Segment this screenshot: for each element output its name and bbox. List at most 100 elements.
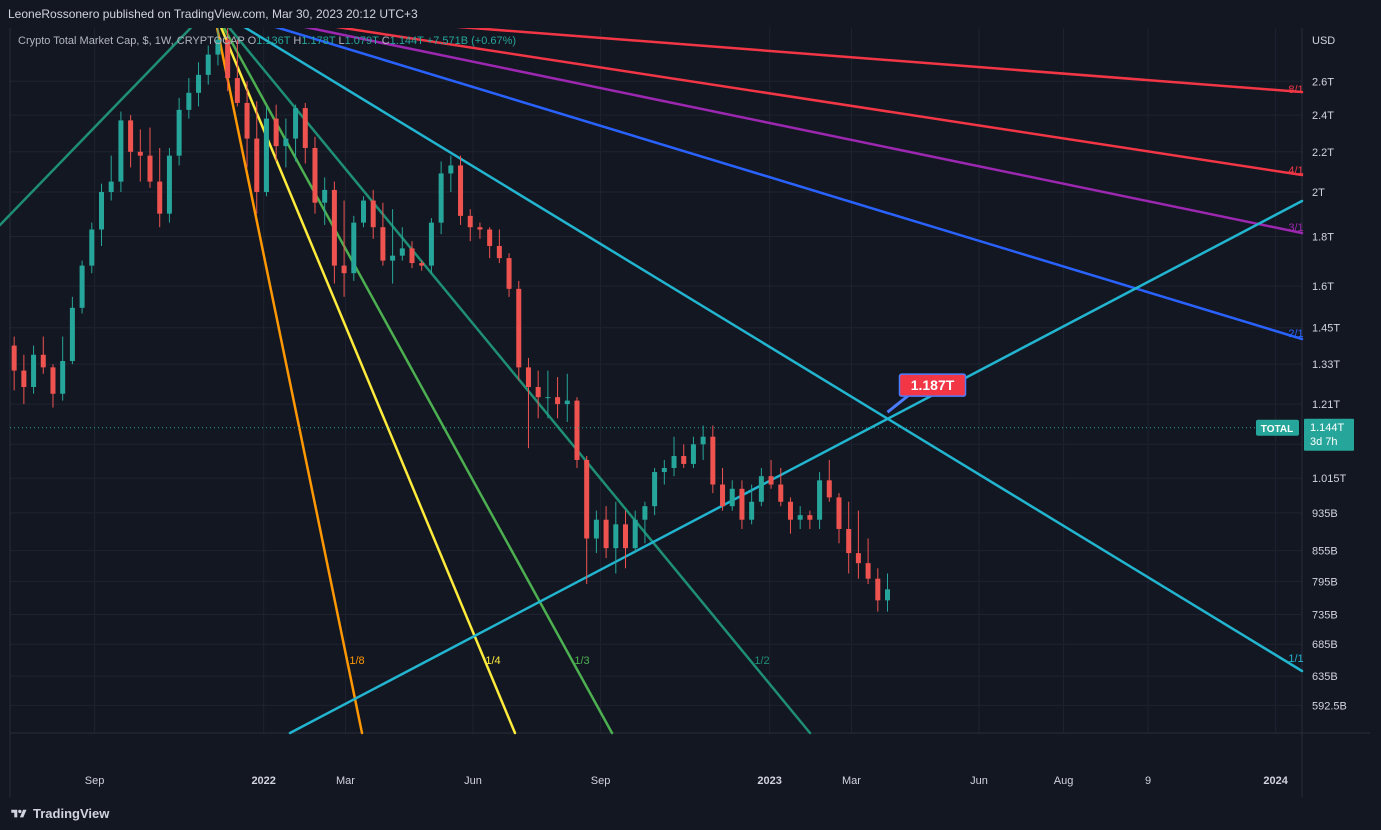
price-chart[interactable]: 1/8 1/4 1/3 1/2 1/1 2/1 3/1 4/1 8/1 1.187T USD 2.6T…: [0, 28, 1381, 797]
candle-body: [166, 155, 172, 214]
candle-body: [593, 519, 599, 539]
candle-body: [681, 455, 687, 464]
fan-4/1: [335, 28, 1304, 177]
candle-body: [40, 354, 46, 368]
candle-body: [885, 589, 891, 601]
candle-body: [535, 386, 541, 398]
candle-body: [293, 108, 299, 139]
callout-label: 1.187T: [911, 377, 955, 393]
candle-body: [50, 367, 56, 394]
candle-body: [419, 263, 425, 266]
y-tick-label: 592.5B: [1312, 700, 1347, 712]
y-tick-label: 935B: [1312, 508, 1338, 520]
close-value: 1.144T: [389, 35, 424, 47]
close-label: C: [381, 35, 390, 47]
published-info: LeoneRossonero published on TradingView.…: [8, 7, 418, 21]
header-bar: LeoneRossonero published on TradingView.…: [0, 0, 1381, 28]
candle-body: [60, 361, 66, 394]
candle-body: [458, 165, 464, 216]
open-value: 1.136T: [256, 35, 291, 47]
x-tick-label: Sep: [591, 775, 611, 787]
candle-body: [477, 227, 483, 230]
candle-body: [399, 248, 405, 256]
candle-body: [312, 147, 318, 203]
candle-body: [623, 524, 629, 549]
candle-body: [642, 506, 648, 520]
brand-name: TradingView: [33, 806, 110, 821]
change-value: +7.571B (+0.67%): [426, 35, 517, 47]
candle-body: [244, 102, 250, 139]
chart-pane[interactable]: 1/8 1/4 1/3 1/2 1/1 2/1 3/1 4/1 8/1 1.187T USD 2.6T…: [0, 28, 1381, 797]
candle-body: [700, 436, 706, 445]
candle-body: [487, 229, 493, 246]
low-label: L: [338, 35, 345, 47]
candle-body: [652, 472, 658, 507]
candle-body: [225, 39, 231, 79]
candle-body: [21, 370, 27, 387]
candle-body: [865, 563, 871, 579]
candle-body: [817, 480, 823, 520]
candle-body: [826, 480, 832, 498]
candle-body: [370, 200, 376, 228]
price-tag-value: 1.144T: [1310, 422, 1345, 434]
y-tick-label: 2.4T: [1312, 110, 1334, 122]
fan-3/1: [303, 28, 1304, 235]
candle-body: [157, 181, 163, 214]
candle-body: [661, 467, 667, 473]
y-tick-label: 2.2T: [1312, 147, 1334, 159]
candle-body: [613, 524, 619, 549]
y-tick-label: 1.8T: [1312, 231, 1334, 243]
fan-1/8: [215, 28, 364, 735]
candle-body: [283, 138, 289, 147]
candle-body: [322, 189, 328, 203]
left-support-line: [0, 28, 193, 227]
candle-body: [351, 222, 357, 274]
candle-body: [380, 227, 386, 261]
low-value: 1.079T: [344, 35, 379, 47]
x-tick-label: 2024: [1263, 775, 1288, 787]
x-tick-label: Mar: [842, 775, 861, 787]
y-tick-label: 635B: [1312, 671, 1338, 683]
candle-body: [273, 118, 279, 147]
candle-body: [196, 74, 202, 93]
x-tick-label: Sep: [85, 775, 105, 787]
x-tick-label: Mar: [336, 775, 355, 787]
candle-body: [215, 39, 221, 55]
fan-2/1: [274, 28, 1304, 341]
candle-body: [128, 120, 134, 152]
y-tick-label: 1.015T: [1312, 473, 1347, 485]
candle-body: [341, 265, 347, 274]
candle-body: [807, 515, 813, 520]
y-tick-label: 2T: [1312, 187, 1325, 199]
candle-body: [467, 215, 473, 228]
candle-body: [574, 400, 580, 460]
price-tag-countdown: 3d 7h: [1310, 436, 1338, 448]
candle-body: [98, 192, 104, 230]
tradingview-logo[interactable]: TradingView: [10, 806, 109, 821]
x-tick-label: Aug: [1054, 775, 1074, 787]
y-tick-label: 1.33T: [1312, 359, 1340, 371]
symbol-tag-label: TOTAL: [1261, 424, 1293, 435]
y-tick-label: 795B: [1312, 576, 1338, 588]
chart-background: [0, 28, 1381, 797]
price-tag: [1304, 418, 1354, 451]
candle-body: [846, 528, 852, 554]
candle-body: [778, 484, 784, 502]
candle-body: [758, 476, 764, 502]
candle-body: [584, 459, 590, 539]
candle-body: [671, 455, 677, 468]
candle-body: [263, 118, 269, 193]
open-label: O: [247, 35, 257, 47]
fan-1/1: [243, 28, 1304, 673]
symbol-title[interactable]: Crypto Total Market Cap, $, 1W, CRYPTOCA…: [18, 35, 245, 47]
candle-body: [69, 307, 75, 362]
candle-body: [632, 519, 638, 549]
candle-body: [749, 501, 755, 520]
y-tick-label: 1.6T: [1312, 281, 1334, 293]
candle-body: [739, 488, 745, 520]
candle-body: [89, 229, 95, 266]
fan-2/1-label: 2/1: [1288, 328, 1303, 340]
candle-body: [79, 265, 85, 308]
fan-3/1-label: 3/1: [1288, 222, 1303, 234]
candle-body: [147, 155, 153, 182]
